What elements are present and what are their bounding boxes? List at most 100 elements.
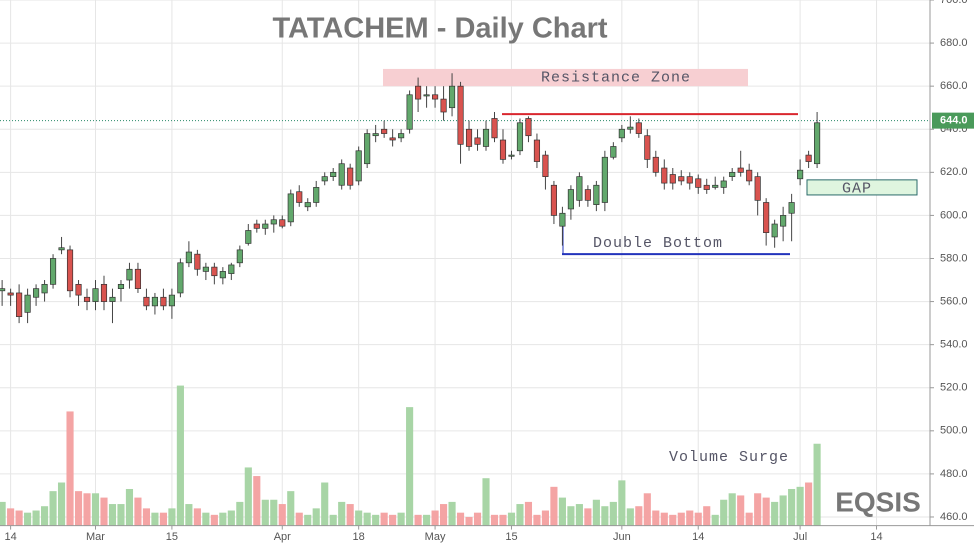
candle-body: [627, 126, 634, 130]
volume-bar: [694, 512, 702, 526]
volume-bar: [134, 497, 142, 526]
volume-bar: [771, 501, 779, 526]
volume-bar: [321, 482, 329, 526]
candle-body: [729, 171, 736, 177]
volume-bar: [159, 512, 167, 526]
candle-body: [109, 296, 116, 302]
candle-body: [49, 258, 57, 285]
candle-body: [559, 212, 566, 227]
candle-body: [143, 296, 150, 307]
volume-bar: [465, 516, 473, 526]
volume-bar: [24, 512, 32, 526]
last-price-label: 644.0: [940, 115, 968, 127]
volume-bar: [592, 499, 600, 526]
volume-bar: [142, 508, 151, 526]
volume-bar: [567, 506, 575, 526]
candle-body: [194, 253, 201, 270]
candle-body: [406, 94, 413, 130]
volume-bar: [83, 493, 91, 526]
candle-body: [805, 154, 812, 162]
volume-bar: [355, 510, 363, 526]
volume-bar: [304, 514, 312, 526]
x-tick-label: Jun: [613, 531, 631, 543]
x-tick-label: 15: [505, 531, 517, 543]
candle-body: [482, 128, 490, 147]
y-tick-label: 500.0: [940, 425, 968, 437]
candle-body: [499, 139, 507, 160]
volume-bar: [754, 493, 762, 526]
y-tick-label: 620.0: [940, 166, 968, 178]
candle-body: [601, 156, 608, 203]
volume-bar: [270, 499, 278, 526]
candle-body: [287, 193, 294, 223]
volume-bar: [423, 514, 431, 526]
candle-body: [364, 133, 371, 165]
candle-body: [126, 268, 133, 281]
volume-bar: [176, 385, 184, 526]
candle-body: [644, 135, 651, 160]
y-tick-label: 580.0: [940, 252, 968, 264]
volume-bar: [41, 506, 49, 526]
candle-body: [448, 85, 456, 109]
volume-bar: [253, 476, 261, 526]
candle-body: [7, 292, 14, 296]
volume-bar: [788, 488, 796, 526]
y-tick-label: 460.0: [940, 511, 968, 523]
volume-bar: [15, 510, 23, 526]
candle-body: [100, 283, 108, 302]
candle-body: [703, 184, 710, 190]
candle-body: [432, 94, 439, 100]
gap-box: [806, 179, 918, 196]
volume-bar: [397, 512, 405, 526]
candle-body: [83, 296, 91, 302]
candle-body: [279, 219, 286, 227]
candle-body: [550, 184, 557, 216]
candle-body: [228, 264, 235, 274]
candle-body: [75, 283, 82, 296]
volume-bar: [108, 504, 117, 526]
y-tick-label: 520.0: [940, 382, 968, 394]
candle-body: [253, 223, 260, 229]
volume-bar: [100, 497, 108, 526]
candle-body: [618, 128, 625, 139]
volume-bar: [524, 501, 533, 526]
watermark: EQSIS: [835, 486, 921, 517]
volume-bar: [533, 514, 541, 526]
candle-body: [746, 169, 753, 182]
volume-bar: [380, 512, 388, 526]
y-tick-label: 480.0: [940, 468, 968, 480]
volume-bar: [185, 504, 193, 526]
volume-bar: [372, 514, 380, 526]
candle-body: [491, 118, 498, 139]
volume-bar: [244, 467, 252, 526]
volume-bar: [219, 512, 227, 526]
volume-bar: [745, 512, 753, 526]
last-price-tag: [932, 112, 974, 129]
candle-body: [754, 176, 761, 201]
volume-bar: [796, 486, 804, 526]
volume-note: Volume Surge: [669, 449, 789, 466]
volume-bar: [541, 510, 550, 526]
y-tick-label: 540.0: [940, 339, 968, 351]
candle-body: [160, 296, 167, 307]
volume-bar: [473, 512, 482, 526]
volume-bar: [448, 501, 456, 526]
candle-body: [814, 122, 821, 165]
candle-body: [465, 128, 473, 147]
candle-body: [321, 176, 328, 182]
volume-bar: [779, 495, 787, 526]
volume-bar: [516, 504, 524, 526]
candle-body: [516, 122, 524, 152]
x-tick-label: 14: [692, 531, 704, 543]
x-tick-label: Mar: [86, 531, 105, 543]
volume-bar: [117, 504, 125, 526]
candle-body: [185, 251, 192, 264]
candle-body: [24, 294, 31, 313]
candle-body: [652, 156, 659, 173]
volume-bar: [558, 497, 566, 526]
candle-body: [423, 94, 430, 97]
x-tick-label: May: [425, 531, 446, 543]
volume-bar: [737, 495, 745, 526]
x-tick-label: 15: [166, 531, 178, 543]
volume-bar: [490, 514, 499, 526]
